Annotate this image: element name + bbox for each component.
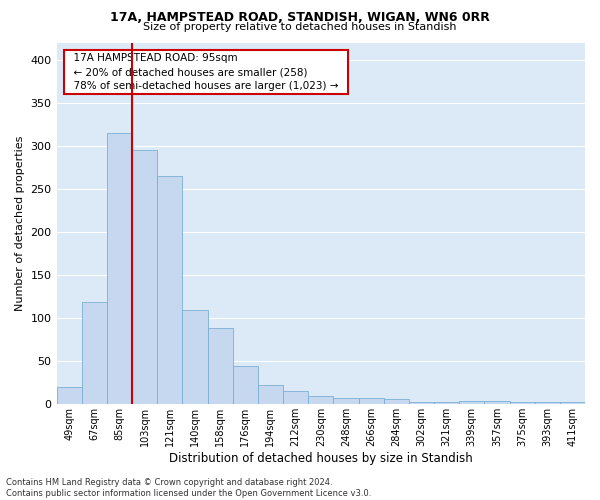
Bar [107, 133, 132, 404]
Bar [434, 402, 459, 404]
Bar [334, 398, 359, 404]
Bar [560, 402, 585, 404]
Bar [56, 387, 82, 404]
Bar [157, 176, 182, 404]
Bar [409, 402, 434, 404]
Bar [308, 396, 334, 404]
Bar [233, 366, 258, 405]
Bar [208, 328, 233, 404]
Bar [258, 386, 283, 404]
X-axis label: Distribution of detached houses by size in Standish: Distribution of detached houses by size … [169, 452, 473, 465]
Bar [82, 302, 107, 404]
Bar [383, 399, 409, 404]
Bar [459, 401, 484, 404]
Text: Size of property relative to detached houses in Standish: Size of property relative to detached ho… [143, 22, 457, 32]
Text: Contains HM Land Registry data © Crown copyright and database right 2024.
Contai: Contains HM Land Registry data © Crown c… [6, 478, 371, 498]
Bar [359, 398, 383, 404]
Bar [509, 402, 535, 404]
Text: 17A, HAMPSTEAD ROAD, STANDISH, WIGAN, WN6 0RR: 17A, HAMPSTEAD ROAD, STANDISH, WIGAN, WN… [110, 11, 490, 24]
Bar [535, 402, 560, 404]
Bar [484, 401, 509, 404]
Bar [132, 150, 157, 405]
Text: 17A HAMPSTEAD ROAD: 95sqm  
  ← 20% of detached houses are smaller (258)  
  78%: 17A HAMPSTEAD ROAD: 95sqm ← 20% of detac… [67, 54, 345, 92]
Y-axis label: Number of detached properties: Number of detached properties [15, 136, 25, 311]
Bar [283, 392, 308, 404]
Bar [182, 310, 208, 404]
